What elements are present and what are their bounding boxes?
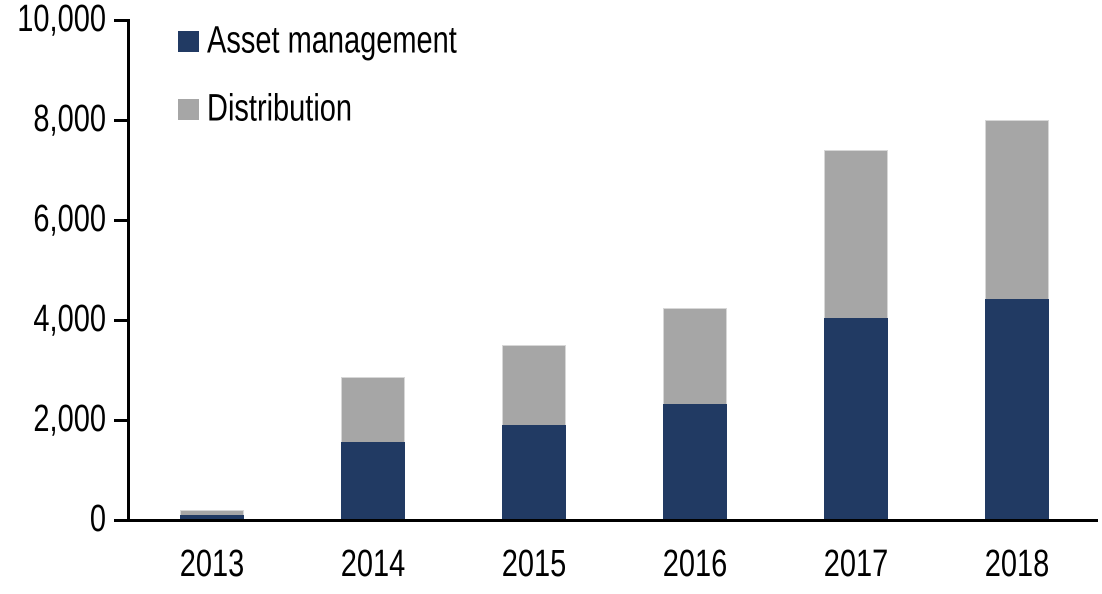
bar-segment-2017-asset-management (824, 317, 888, 520)
legend-label-asset-management: Asset management (207, 19, 457, 62)
y-axis-tick (114, 319, 128, 322)
y-axis-line (127, 19, 130, 522)
legend-item-distribution: Distribution (178, 89, 352, 127)
y-axis-tick-label: 2,000 (33, 398, 106, 441)
y-axis-tick (114, 419, 128, 422)
bar-segment-2016-asset-management (663, 404, 727, 520)
bar-segment-2013-asset-management (180, 515, 244, 520)
bar-segment-2018-asset-management (985, 299, 1049, 520)
bar-segment-2017-distribution (824, 150, 888, 318)
x-axis-label-2018: 2018 (984, 543, 1050, 586)
y-axis-tick (114, 219, 128, 222)
y-axis-tick-label: 0 (89, 498, 106, 541)
y-axis-tick (114, 19, 128, 22)
bar-segment-2015-distribution (502, 345, 566, 425)
bar-segment-2016-distribution (663, 307, 727, 404)
bar-segment-2014-distribution (341, 377, 405, 442)
bar-segment-2018-distribution (985, 120, 1049, 299)
x-axis-label-2013: 2013 (179, 543, 245, 586)
bar-segment-2015-asset-management (502, 425, 566, 520)
legend-swatch-asset-management (178, 30, 199, 52)
legend-label-distribution: Distribution (207, 87, 353, 130)
legend-item-asset-management: Asset management (178, 21, 457, 59)
x-axis-label-2014: 2014 (340, 543, 406, 586)
y-axis-tick (114, 519, 128, 522)
y-axis-tick (114, 119, 128, 122)
x-axis-label-2016: 2016 (662, 543, 728, 586)
x-axis-label-2017: 2017 (823, 543, 889, 586)
bar-segment-2013-distribution (180, 510, 244, 515)
x-axis-line (127, 519, 1098, 522)
y-axis-tick-label: 10,000 (17, 0, 106, 41)
legend-swatch-distribution (178, 98, 199, 120)
y-axis-tick-label: 6,000 (33, 198, 106, 241)
y-axis-tick-label: 4,000 (33, 298, 106, 341)
bar-segment-2014-asset-management (341, 442, 405, 520)
y-axis-tick-label: 8,000 (33, 98, 106, 141)
x-axis-label-2015: 2015 (501, 543, 567, 586)
